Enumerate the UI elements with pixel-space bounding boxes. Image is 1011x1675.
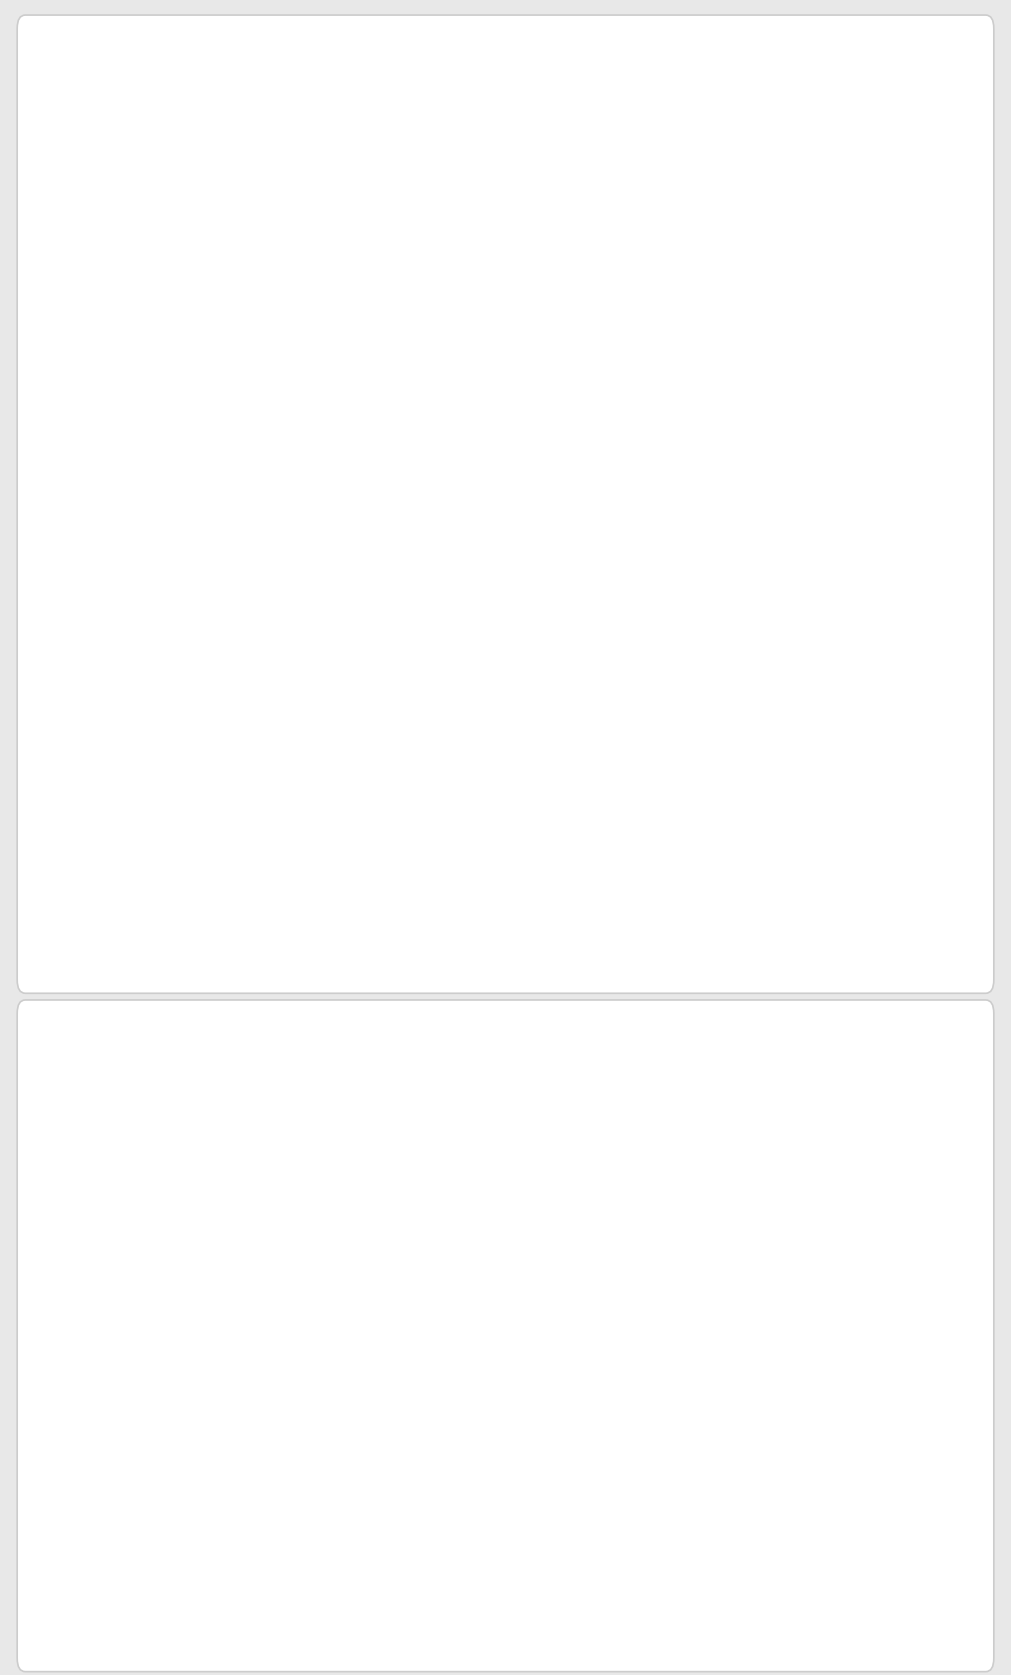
Text: $\dfrac{(x+3)^2}{9}+\dfrac{y^2}{4}=1.$: $\dfrac{(x+3)^2}{9}+\dfrac{y^2}{4}=1.$	[683, 52, 848, 99]
Text: D: D	[165, 844, 182, 864]
Text: for the ellipse: for the ellipse	[400, 67, 532, 84]
Text: $(2,9)$: $(2,9)$	[169, 1265, 216, 1285]
Text: The length of minor axis is 4 units.: The length of minor axis is 4 units.	[169, 281, 488, 298]
Text: II and III: II and III	[169, 486, 250, 502]
Text: I and III: I and III	[169, 430, 243, 447]
Text: , II and III: , II and III	[182, 541, 274, 558]
Text: I and II: I and II	[169, 375, 236, 394]
Text: D: D	[74, 1501, 89, 1518]
Text: B: B	[165, 682, 180, 702]
Text: II: II	[74, 219, 87, 236]
Text: C: C	[165, 762, 180, 782]
Text: The center is $(-3,0)$.: The center is $(-3,0)$.	[169, 157, 362, 178]
Text: $(8,3)$: $(8,3)$	[169, 1420, 216, 1439]
Text: C: C	[74, 486, 88, 502]
Text: B: B	[74, 1342, 89, 1360]
Text: D: D	[74, 541, 89, 558]
Text: $(2,-3)$: $(2,-3)$	[169, 1501, 238, 1521]
Text: I: I	[169, 541, 176, 558]
Text: B: B	[74, 430, 89, 447]
Text: A: A	[74, 375, 87, 394]
Text: C: C	[74, 1420, 88, 1437]
Text: Given the equation of parabola $(x-2)^2=24(y-3)$, the coordinate of its focus is: Given the equation of parabola $(x-2)^2=…	[55, 1149, 785, 1172]
Text: I: I	[74, 157, 80, 174]
Text: A: A	[165, 606, 180, 626]
Text: *: *	[55, 1038, 69, 1067]
Text: $(2,3)$: $(2,3)$	[169, 1342, 216, 1362]
Text: Which statements are: Which statements are	[55, 67, 260, 84]
Text: A: A	[74, 1265, 87, 1283]
Text: III: III	[74, 281, 94, 298]
Text: CORRECT: CORRECT	[294, 67, 395, 84]
Text: The length of major axis is 9 units.: The length of major axis is 9 units.	[169, 219, 487, 236]
